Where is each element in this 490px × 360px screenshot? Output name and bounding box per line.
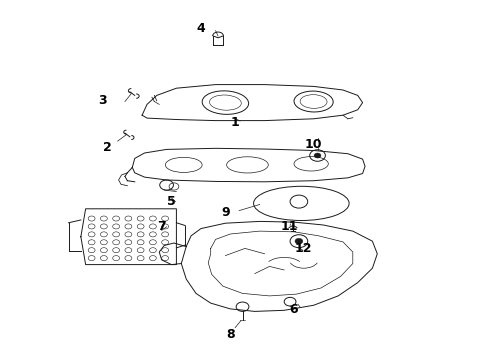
Text: 6: 6 — [290, 303, 298, 316]
Text: 2: 2 — [103, 141, 112, 154]
Text: 12: 12 — [295, 242, 313, 255]
Text: 5: 5 — [167, 195, 176, 208]
Text: 1: 1 — [231, 116, 240, 129]
Text: 4: 4 — [196, 22, 205, 35]
Text: 10: 10 — [305, 138, 322, 150]
Text: 3: 3 — [98, 94, 107, 107]
Text: 11: 11 — [280, 220, 298, 233]
Text: 8: 8 — [226, 328, 235, 341]
Text: 7: 7 — [157, 220, 166, 233]
Circle shape — [295, 238, 303, 244]
Circle shape — [314, 153, 321, 158]
Text: 9: 9 — [221, 206, 230, 219]
